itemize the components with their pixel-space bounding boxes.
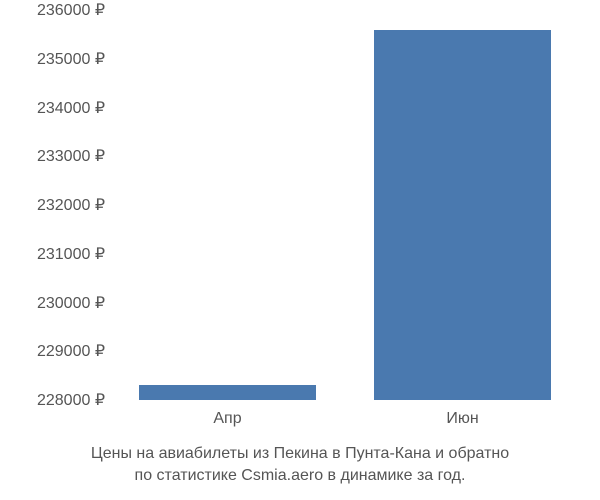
price-chart: 228000 ₽ 229000 ₽ 230000 ₽ 231000 ₽ 232000 ₽… (0, 0, 600, 500)
x-tick-label: Июн (446, 410, 478, 428)
y-tick-label: 231000 ₽ (0, 244, 105, 264)
y-tick-label: 235000 ₽ (0, 49, 105, 69)
y-tick-label: 233000 ₽ (0, 146, 105, 166)
y-tick-label: 229000 ₽ (0, 341, 105, 361)
plot-area (110, 10, 580, 400)
chart-caption: Цены на авиабилеты из Пекина в Пунта-Кан… (0, 443, 600, 486)
y-tick-label: 230000 ₽ (0, 293, 105, 313)
caption-line-1: Цены на авиабилеты из Пекина в Пунта-Кан… (91, 445, 509, 462)
y-tick-label: 228000 ₽ (0, 390, 105, 410)
y-tick-label: 236000 ₽ (0, 0, 105, 20)
x-tick-label: Апр (213, 410, 241, 428)
y-tick-label: 234000 ₽ (0, 98, 105, 118)
y-tick-label: 232000 ₽ (0, 195, 105, 215)
bar (139, 385, 315, 400)
bar (374, 30, 550, 401)
caption-line-2: по статистике Csmia.aero в динамике за г… (135, 467, 466, 484)
